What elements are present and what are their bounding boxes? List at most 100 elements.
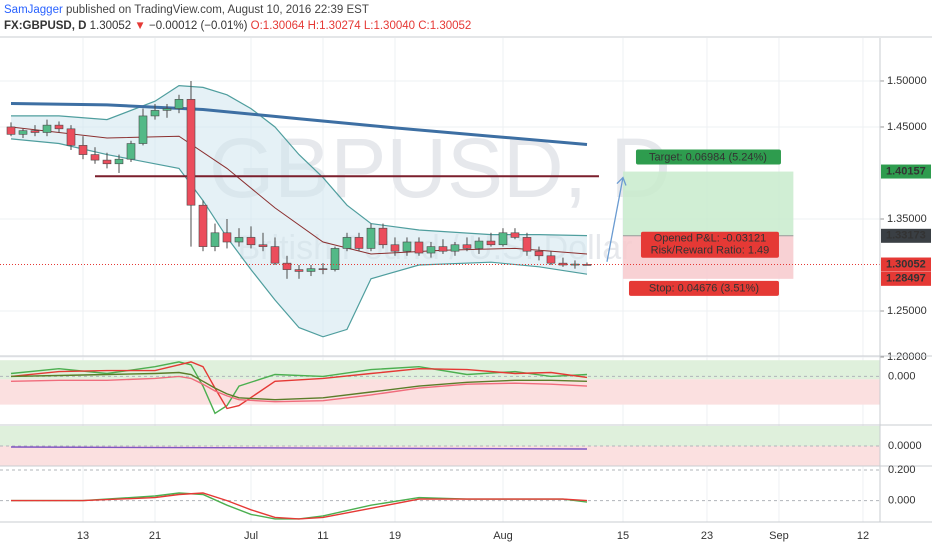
y-tick-label: 1.50000 — [887, 75, 927, 87]
symbol: FX:GBPUSD, D — [4, 20, 86, 32]
candle-body — [558, 262, 568, 266]
price-badge-label: 1.33173 — [886, 230, 926, 242]
candle-body — [414, 241, 424, 254]
y-tick-label: 1.25000 — [887, 305, 927, 317]
x-tick-label: 11 — [317, 530, 328, 542]
pane-tick-label: 0.000 — [888, 370, 916, 382]
low: L:1.30040 — [364, 20, 415, 32]
candle-body — [294, 269, 304, 272]
candle-body — [138, 115, 148, 144]
header-line-2: FX:GBPUSD, D 1.30052 ▼ −0.00012 (−0.01%)… — [4, 20, 471, 32]
candle-body — [54, 124, 64, 130]
close: C:1.30052 — [418, 20, 471, 32]
price-badge — [881, 271, 931, 286]
open: O:1.30064 — [251, 20, 305, 32]
change: −0.00012 (−0.01%) — [149, 20, 248, 32]
candle-body — [6, 126, 16, 135]
pane-band — [0, 426, 880, 446]
candle-body — [570, 263, 580, 266]
candle-body — [258, 244, 268, 247]
candle-body — [474, 240, 484, 249]
pane-tick-label: 0.0000 — [888, 440, 922, 452]
target-label: Target: 0.06984 (5.24%) — [649, 151, 767, 163]
candle-body — [534, 250, 544, 257]
candle-body — [342, 237, 352, 249]
pane-tick-label: 0.000 — [888, 495, 916, 507]
candle-body — [510, 232, 520, 238]
risk-reward-label: Risk/Reward Ratio: 1.49 — [651, 245, 770, 257]
bollinger-fill — [11, 85, 587, 337]
candle-body — [174, 99, 184, 109]
price-badge-label: 1.30052 — [886, 258, 926, 270]
candle-body — [390, 244, 400, 252]
candle-body — [582, 264, 592, 266]
pane-band — [0, 379, 880, 405]
candle-body — [126, 143, 136, 160]
candle-body — [318, 268, 328, 270]
candle-body — [30, 130, 40, 133]
x-tick-label: 21 — [149, 530, 161, 542]
bollinger-lower — [10, 138, 588, 338]
pane-tick-label: 0.200 — [888, 464, 916, 476]
candle-body — [18, 130, 28, 135]
candle-body — [426, 246, 436, 254]
x-tick-label: Jul — [244, 530, 258, 542]
indicator-line — [10, 446, 588, 450]
pane-band — [0, 446, 880, 466]
y-tick-label: 1.35000 — [887, 213, 927, 225]
price-badge-label: 1.40157 — [886, 165, 926, 177]
x-tick-label: 15 — [617, 530, 629, 542]
y-tick-label: 1.20000 — [887, 351, 927, 363]
candle-body — [546, 255, 556, 264]
target-label-box — [635, 149, 781, 165]
candle-body — [366, 227, 376, 249]
candle-body — [246, 237, 256, 246]
candle-body — [306, 268, 316, 272]
x-tick-label: 13 — [77, 530, 89, 542]
header-line-1: SamJagger published on TradingView.com, … — [4, 4, 369, 16]
candle-body — [150, 110, 160, 117]
y-tick-label: 1.45000 — [887, 121, 927, 133]
candle-body — [402, 241, 412, 252]
candle-body — [186, 99, 196, 206]
indicator-line — [10, 375, 588, 403]
candle-body — [78, 145, 88, 155]
price-badge — [881, 228, 931, 243]
candle-body — [498, 232, 508, 246]
change-arrow: ▼ — [134, 20, 145, 32]
candle-body — [162, 108, 172, 111]
candle-body — [102, 159, 112, 165]
x-tick-label: 12 — [857, 530, 869, 542]
candle-body — [234, 237, 244, 243]
projection-arrow — [606, 176, 627, 262]
candle-body — [378, 227, 388, 246]
published: published on TradingView.com, August 10,… — [66, 4, 369, 16]
candle-body — [450, 244, 460, 252]
candle-body — [462, 244, 472, 249]
price-badge — [881, 257, 931, 272]
stop-label: Stop: 0.04676 (3.51%) — [649, 283, 759, 295]
candle-body — [42, 124, 52, 133]
candle-body — [282, 262, 292, 270]
author[interactable]: SamJagger — [4, 4, 63, 16]
candle-body — [66, 128, 76, 146]
price-badge-label: 1.28497 — [886, 273, 926, 285]
candle-body — [522, 237, 532, 252]
high: H:1.30274 — [308, 20, 362, 32]
candle-body — [330, 248, 340, 270]
indicator-line — [10, 371, 588, 401]
candle-body — [90, 154, 100, 161]
candle-body — [438, 246, 448, 252]
candle-body — [210, 232, 220, 247]
candle-body — [114, 158, 124, 165]
pnl-label-box — [640, 231, 779, 258]
x-tick-label: Aug — [493, 530, 513, 542]
x-tick-label: 23 — [701, 530, 713, 542]
x-tick-label: Sep — [769, 530, 789, 542]
x-tick-label: 19 — [389, 530, 401, 542]
pnl-label: Opened P&L: -0.03121 — [654, 233, 767, 245]
candle-body — [270, 246, 280, 264]
target-zone — [622, 171, 794, 236]
candle-body — [354, 237, 364, 249]
